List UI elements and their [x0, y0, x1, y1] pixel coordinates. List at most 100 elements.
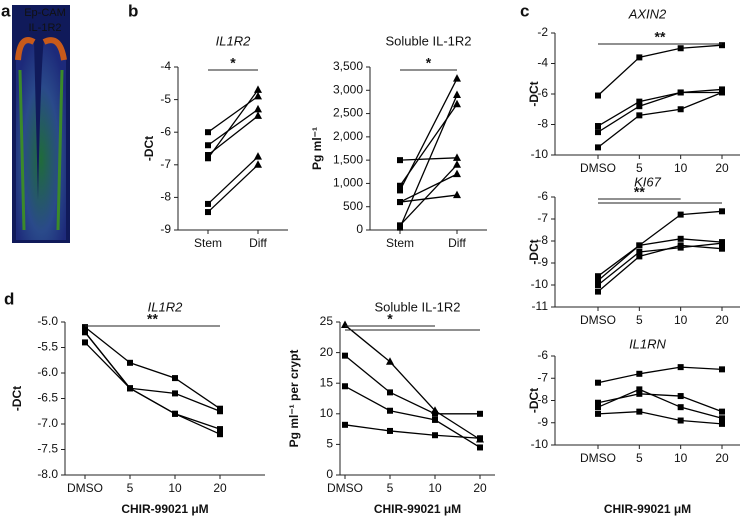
panel-letter: d — [4, 289, 14, 308]
y-tick-label: -5.0 — [37, 314, 58, 328]
panel-letter: a — [1, 1, 11, 20]
y-tick-label: -9 — [160, 222, 171, 236]
square-point — [595, 379, 601, 386]
series-line — [84, 326, 221, 410]
x-tick-label: DMSO — [580, 451, 616, 465]
square-point — [636, 242, 643, 249]
y-tick-label: 500 — [343, 199, 363, 213]
square-point — [595, 410, 601, 417]
square-point — [217, 426, 223, 433]
series-line — [207, 89, 259, 159]
square-point — [719, 240, 725, 247]
square-point — [595, 404, 601, 411]
triangle-point — [386, 357, 394, 365]
square-point — [595, 282, 601, 288]
square-point — [636, 390, 643, 397]
x-tick-label: Stem — [194, 236, 222, 250]
square-point — [677, 417, 684, 424]
series-line — [207, 108, 259, 146]
square-point — [477, 435, 483, 442]
square-point — [719, 415, 725, 422]
y-tick-label: -6 — [537, 86, 548, 100]
significance-label: ** — [634, 184, 645, 200]
series-line — [84, 331, 221, 412]
square-point — [217, 408, 223, 415]
square-point — [205, 200, 211, 207]
square-point — [595, 399, 601, 406]
y-tick-label: -9 — [537, 255, 548, 269]
x-tick-label: 10 — [674, 313, 688, 327]
y-tick-label: -5 — [160, 92, 171, 106]
series-line — [399, 194, 458, 203]
y-tick-label: 3,000 — [333, 82, 363, 96]
square-point — [217, 431, 223, 438]
square-point — [677, 45, 684, 52]
square-point — [477, 444, 483, 451]
triangle-point — [453, 169, 461, 178]
square-point — [636, 98, 643, 105]
square-point — [205, 152, 211, 159]
square-point — [719, 245, 725, 252]
square-point — [397, 224, 403, 231]
square-point — [342, 352, 348, 359]
series-line — [597, 238, 723, 282]
series-line — [597, 210, 723, 277]
triangle-point — [453, 99, 461, 108]
triangle-point — [254, 160, 262, 168]
square-point — [636, 54, 643, 61]
triangle-point — [341, 320, 349, 329]
square-point — [636, 249, 643, 255]
square-point — [636, 103, 643, 110]
series-line — [344, 355, 480, 415]
x-tick-label: 20 — [473, 481, 487, 495]
y-tick-label: 15 — [320, 375, 334, 389]
series-line — [207, 156, 259, 205]
series-line — [84, 341, 221, 435]
stain-label: Ep-CAM — [24, 7, 66, 19]
chart-title: AXIN2 — [628, 6, 667, 21]
y-tick-label: -5.5 — [37, 340, 58, 354]
y-tick-label: -6 — [537, 348, 548, 362]
square-point — [205, 129, 211, 136]
y-tick-label: 3,500 — [333, 59, 363, 73]
square-point — [636, 408, 643, 415]
square-point — [677, 106, 684, 113]
square-point — [595, 144, 601, 151]
square-point — [82, 324, 88, 331]
triangle-point — [254, 104, 262, 113]
square-point — [82, 339, 88, 346]
square-point — [636, 370, 643, 377]
series-line — [597, 91, 722, 133]
y-tick-label: 25 — [320, 314, 334, 328]
series-line — [597, 91, 723, 148]
y-tick-label: -7.0 — [37, 416, 58, 430]
x-tick-label: Stem — [386, 236, 414, 250]
triangle-point — [453, 160, 461, 168]
square-point — [595, 288, 601, 295]
series-line — [597, 242, 723, 286]
triangle-point — [254, 91, 262, 100]
series-line — [207, 164, 259, 213]
square-point — [172, 390, 178, 397]
y-tick-label: 1,500 — [333, 152, 363, 166]
series-line — [207, 115, 259, 156]
square-point — [677, 89, 684, 96]
x-tick-label: 10 — [168, 481, 182, 495]
significance-label: ** — [655, 29, 666, 45]
square-point — [172, 375, 178, 382]
significance-label: * — [230, 55, 236, 71]
chart-title: IL1R2 — [148, 299, 183, 314]
x-axis-label: CHIR-99021 μM — [121, 502, 208, 516]
series-line — [597, 410, 723, 425]
chart-title: IL1RN — [629, 336, 666, 351]
series-line — [597, 388, 723, 419]
y-tick-label: 0 — [356, 222, 363, 236]
y-tick-label: -6 — [537, 189, 548, 203]
square-point — [387, 427, 393, 434]
square-point — [172, 410, 178, 417]
chart-title: Soluble IL-1R2 — [386, 33, 472, 48]
y-tick-label: 5 — [326, 437, 333, 451]
y-tick-label: -6.5 — [37, 391, 58, 405]
x-tick-label: 5 — [387, 481, 394, 495]
square-point — [677, 393, 684, 400]
